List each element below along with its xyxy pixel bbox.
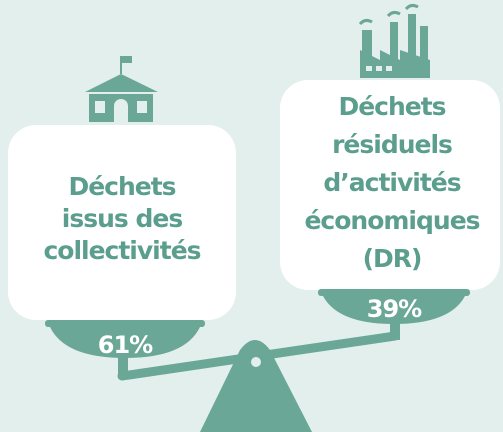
left-label-line: Déchets	[68, 172, 175, 201]
right-share: 39%	[367, 295, 422, 323]
infographic: Déchets issus des collectivités Déchets rés…	[0, 0, 503, 432]
right-label-line: (DR)	[363, 244, 422, 273]
right-label-line: Déchets	[338, 92, 445, 121]
right-label-line: résiduels	[332, 130, 452, 159]
left-share: 61%	[98, 331, 153, 359]
right-label-line: d’activités	[323, 168, 460, 197]
right-label-line: économiques	[304, 206, 479, 235]
left-label-line: issus des	[62, 204, 183, 233]
left-label-line: collectivités	[43, 236, 200, 265]
